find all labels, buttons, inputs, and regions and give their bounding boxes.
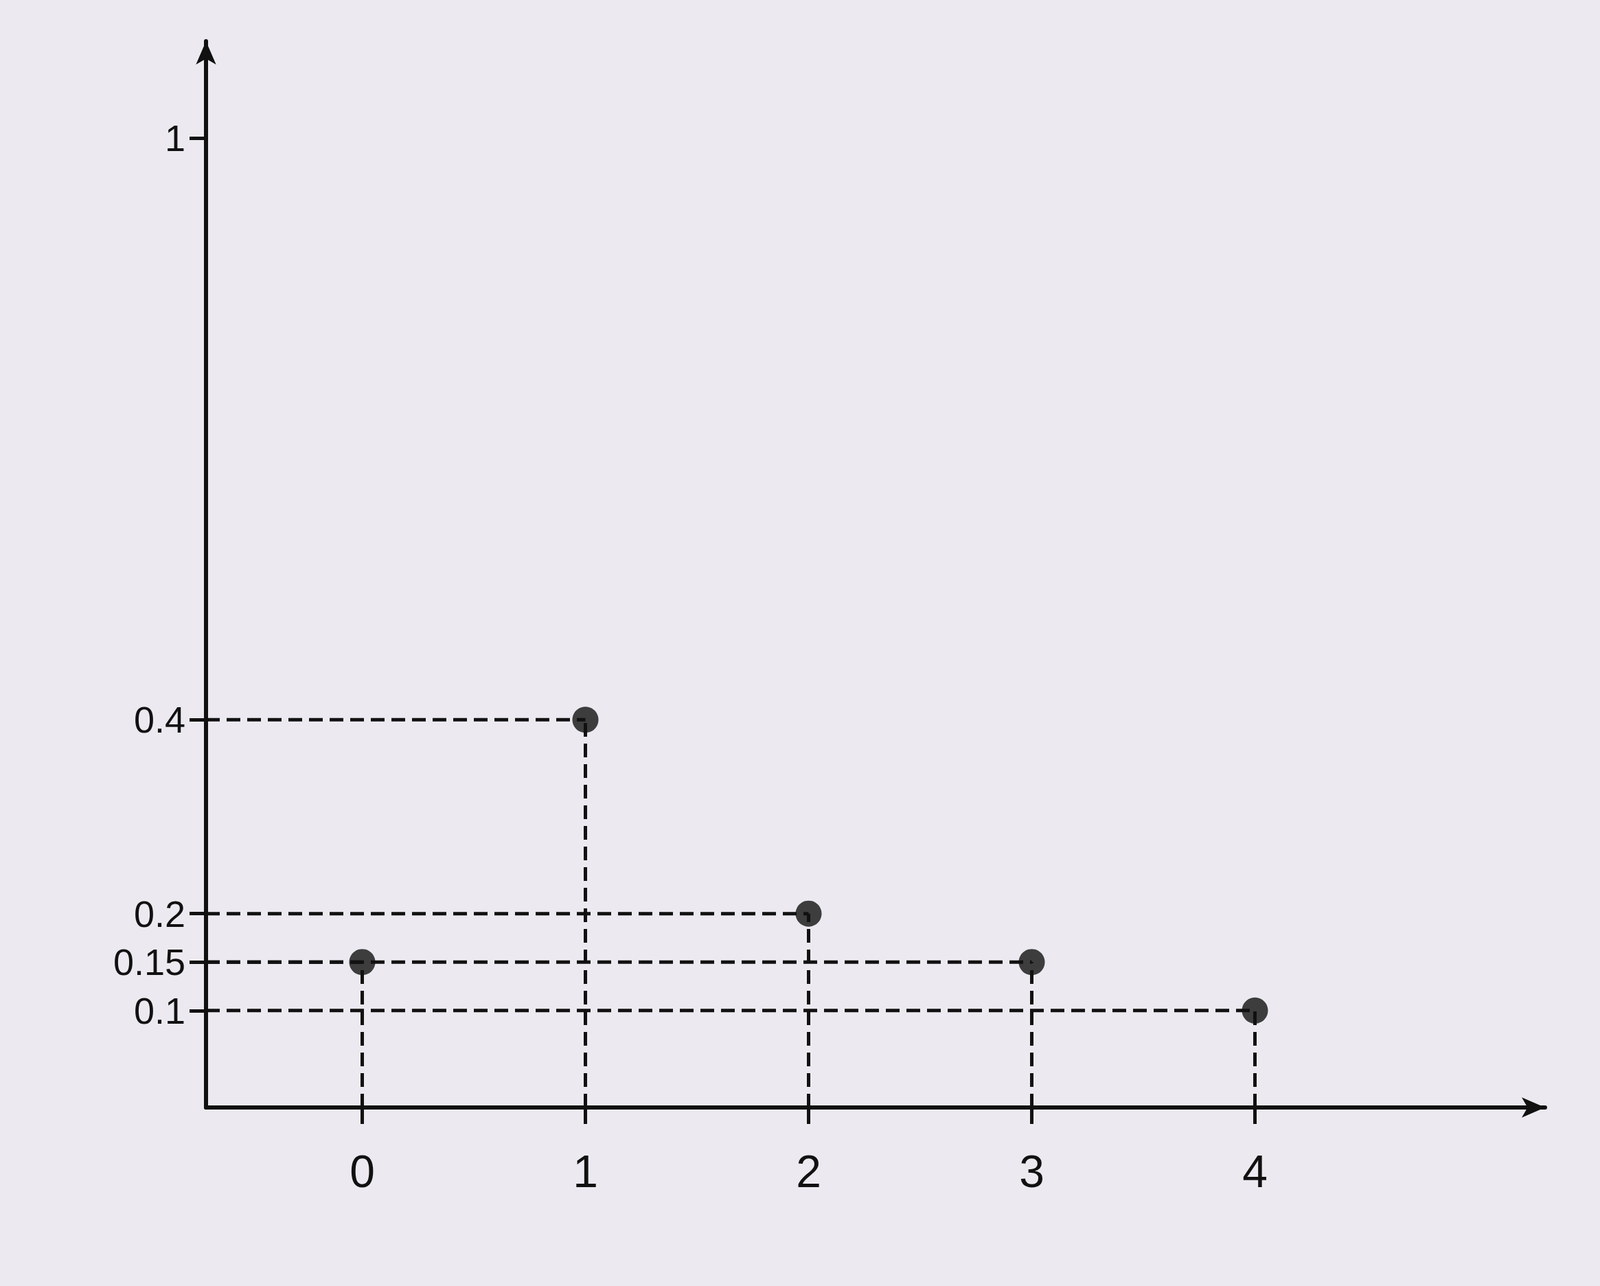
svg-text:0.1: 0.1 xyxy=(133,990,186,1032)
svg-text:2: 2 xyxy=(795,1146,822,1197)
svg-text:0: 0 xyxy=(349,1146,375,1197)
svg-text:4: 4 xyxy=(1242,1146,1268,1197)
svg-text:0.15: 0.15 xyxy=(113,941,186,983)
svg-text:1: 1 xyxy=(164,117,186,159)
svg-text:1: 1 xyxy=(572,1146,599,1197)
svg-text:3: 3 xyxy=(1019,1146,1045,1197)
svg-text:0.4: 0.4 xyxy=(133,699,186,741)
svg-text:0.2: 0.2 xyxy=(133,893,186,935)
